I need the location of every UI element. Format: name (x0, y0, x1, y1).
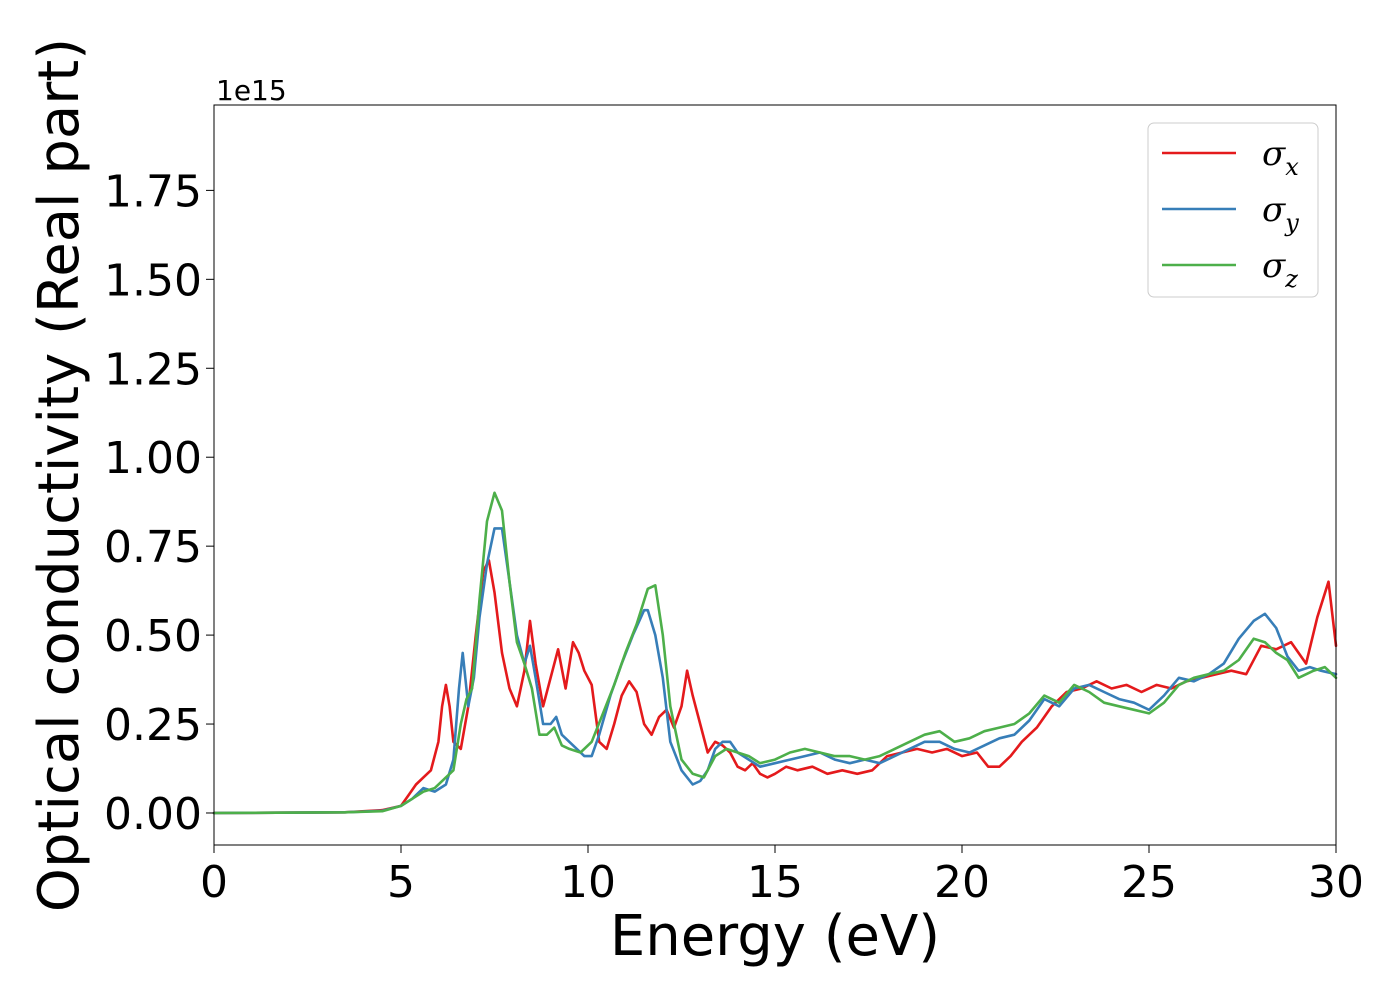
x-axis: 0 5 10 15 20 25 30 (200, 845, 1364, 908)
y-tick-label: 1.25 (104, 344, 202, 395)
series-line-y (212, 527, 1338, 815)
series-line-x (212, 559, 1338, 815)
x-tick-label: 5 (387, 857, 415, 908)
x-tick-label: 20 (934, 857, 990, 908)
y-offset-label: 1e15 (216, 74, 287, 107)
y-tick-label: 1.75 (104, 166, 202, 217)
legend-label-x: σx (1262, 134, 1299, 181)
y-axis: 0.00 0.25 0.50 0.75 1.00 1.25 1.50 1.75 (104, 166, 214, 840)
series-line-z (212, 491, 1338, 815)
y-tick-label: 1.00 (104, 433, 202, 484)
x-tick-label: 15 (747, 857, 803, 908)
y-tick-label: 0.25 (104, 700, 202, 751)
x-tick-label: 25 (1121, 857, 1177, 908)
x-axis-title: Energy (eV) (610, 904, 940, 969)
y-tick-label: 0.50 (104, 611, 202, 662)
x-tick-label: 0 (200, 857, 228, 908)
y-tick-label: 0.75 (104, 522, 202, 573)
series-layer (212, 491, 1338, 815)
y-axis-title: Optical conductivity (Real part) (27, 38, 92, 912)
y-tick-label: 1.50 (104, 255, 202, 306)
x-tick-label: 30 (1308, 857, 1364, 908)
legend-label-y: σy (1262, 190, 1299, 237)
y-tick-label: 0.00 (104, 789, 202, 840)
x-tick-label: 10 (560, 857, 616, 908)
